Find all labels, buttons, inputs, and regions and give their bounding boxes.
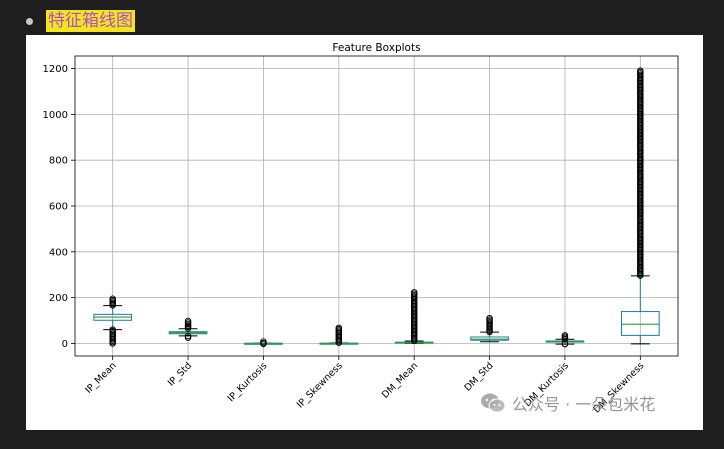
outlier-point xyxy=(184,332,192,340)
y-tick-label: 0 xyxy=(62,339,68,350)
y-tick-label: 1200 xyxy=(43,64,68,75)
y-tick-label: 400 xyxy=(49,247,68,258)
x-tick-label: DM_Mean xyxy=(380,360,420,400)
x-tick-label: IP_Kurtosis xyxy=(226,360,270,404)
outlier-point xyxy=(109,326,116,333)
outlier-point xyxy=(561,332,569,339)
outlier-point xyxy=(184,317,192,325)
y-tick-label: 800 xyxy=(49,156,68,167)
x-tick-label: IP_Std xyxy=(166,360,194,388)
outlier-point xyxy=(335,324,343,332)
wechat-icon xyxy=(481,393,506,413)
watermark: 公众号 · 一朵包米花 xyxy=(480,391,655,415)
box xyxy=(470,336,509,341)
watermark-text: 公众号 · 一朵包米花 xyxy=(512,395,656,414)
y-tick-label: 200 xyxy=(49,293,68,304)
outlier-point xyxy=(486,314,493,322)
chart-figure: 0 200 400 600 800 1000 1200 Feature Boxplots IP_… xyxy=(26,35,703,430)
boxplot-chart: 0 200 400 600 800 1000 1200 Feature Boxplots IP_… xyxy=(43,42,679,415)
outlier-point xyxy=(410,289,418,296)
heading-row: 特征箱线图 xyxy=(26,9,135,33)
y-tick-label: 600 xyxy=(49,202,68,213)
x-tick-label: DM_Std xyxy=(462,360,495,393)
outlier-point xyxy=(109,295,116,302)
outlier-point xyxy=(260,338,267,345)
outlier-point xyxy=(561,340,569,348)
bullet-icon xyxy=(26,17,33,25)
box xyxy=(620,311,660,336)
chart-title: Feature Boxplots xyxy=(332,42,420,54)
outlier-point xyxy=(637,67,644,74)
x-tick-label: IP_Skewness xyxy=(295,360,345,410)
section-heading: 特征箱线图 xyxy=(46,10,135,32)
outlier-point xyxy=(260,340,267,347)
x-tick-label: IP_Mean xyxy=(83,360,118,395)
y-tick-label: 1000 xyxy=(43,110,68,121)
